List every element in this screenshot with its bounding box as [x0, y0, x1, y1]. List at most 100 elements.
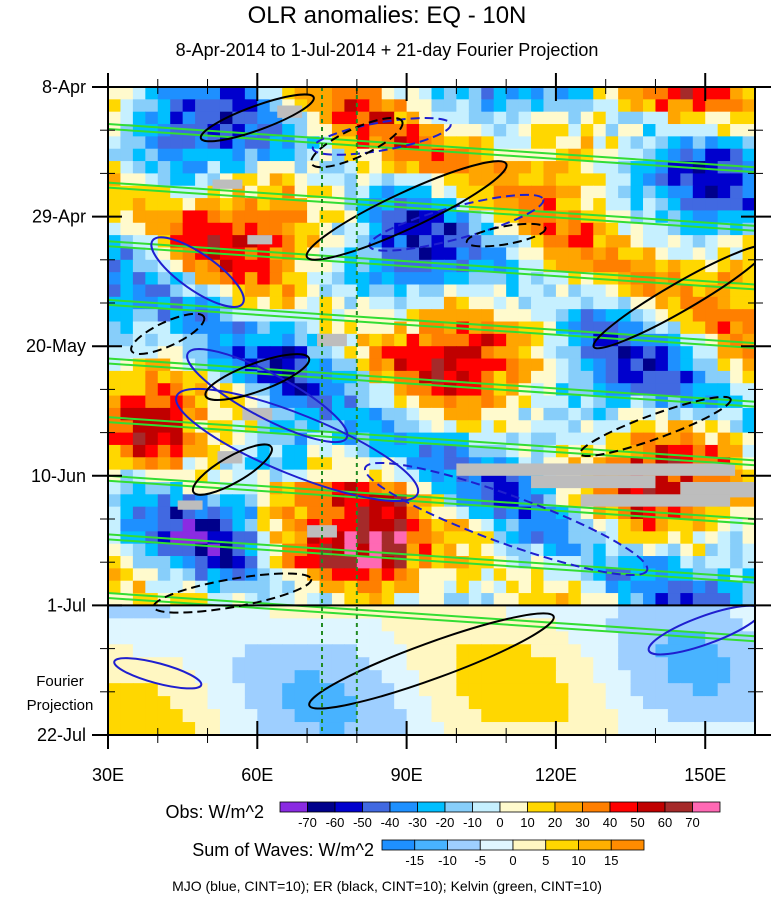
obs-cell [195, 481, 209, 495]
obs-cell [120, 333, 134, 347]
obs-cell [593, 556, 607, 569]
projection-cell [419, 696, 433, 710]
obs-cell [618, 519, 632, 532]
obs-cell [667, 148, 681, 162]
obs-cell [518, 568, 532, 582]
obs-cell [655, 148, 669, 162]
obs-cell [257, 272, 271, 286]
obs-cell [294, 444, 308, 458]
obs-cell [319, 185, 333, 199]
projection-cell [468, 683, 482, 697]
obs-cell [307, 580, 321, 594]
obs-cell [170, 87, 184, 100]
obs-cell [170, 259, 184, 273]
obs-cell [182, 111, 196, 125]
obs-cell [531, 111, 545, 125]
obs-cell [518, 185, 532, 199]
obs-cell [232, 346, 246, 360]
obs-cell [331, 296, 345, 310]
obs-cell [419, 395, 433, 409]
obs-cell [120, 321, 134, 335]
projection-cell [705, 709, 719, 723]
obs-cell [406, 346, 420, 360]
projection-cell [692, 696, 706, 710]
obs-cell [543, 259, 557, 273]
obs-cell [555, 346, 569, 360]
colorbar-label: 30 [575, 815, 589, 830]
obs-cell [593, 346, 607, 360]
obs-cell [655, 346, 669, 360]
obs-cell [419, 309, 433, 323]
obs-cell [419, 580, 433, 594]
obs-cell [307, 284, 321, 298]
obs-cell [456, 580, 470, 594]
obs-cell [680, 222, 694, 236]
obs-cell [195, 259, 209, 273]
obs-cell [568, 395, 582, 409]
obs-cell [605, 247, 619, 261]
projection-cell [394, 709, 408, 723]
obs-cell [331, 284, 345, 298]
colorbar-label: 0 [509, 853, 516, 868]
obs-cell [730, 296, 744, 310]
obs-cell [381, 296, 395, 310]
obs-cell [593, 148, 607, 162]
obs-cell [145, 222, 159, 236]
projection-cell [630, 670, 644, 684]
obs-cell [692, 420, 706, 434]
obs-cell [531, 580, 545, 594]
obs-cell [207, 469, 221, 483]
obs-cell [531, 198, 545, 212]
obs-cell [331, 383, 345, 397]
obs-cell [120, 432, 134, 446]
projection-cell [630, 644, 644, 658]
projection-cell [307, 683, 321, 697]
projection-cell [481, 657, 495, 671]
obs-cell [555, 407, 569, 421]
projection-cell [219, 670, 234, 684]
obs-cell [120, 506, 134, 520]
obs-cell [506, 173, 520, 187]
obs-cell [630, 580, 644, 594]
obs-cell [219, 506, 234, 520]
projection-cell [294, 644, 308, 658]
projected-olr-field [108, 605, 755, 735]
obs-cell [132, 99, 146, 113]
obs-cell [568, 210, 582, 224]
obs-cell [419, 296, 433, 310]
obs-cell [257, 469, 271, 483]
projection-cell [294, 683, 308, 697]
obs-cell [269, 296, 283, 310]
obs-cell [456, 395, 470, 409]
obs-cell [120, 444, 134, 458]
obs-cell [132, 395, 146, 409]
projection-cell [481, 644, 495, 658]
obs-cell [182, 296, 196, 310]
obs-cell [369, 383, 383, 397]
obs-cell [419, 420, 433, 434]
wave-contours [108, 93, 755, 710]
obs-cell [132, 580, 146, 594]
obs-cell [506, 531, 520, 545]
obs-cell [108, 531, 122, 545]
projection-cell [506, 605, 520, 619]
obs-cell [182, 284, 196, 298]
obs-cell [381, 469, 395, 483]
colorbar-swatch [389, 801, 418, 813]
projection-cell [543, 709, 557, 723]
obs-cell [692, 210, 706, 224]
kelvin-contour [108, 298, 755, 350]
obs-cell [692, 321, 706, 335]
obs-cell [431, 87, 445, 100]
obs-cell [605, 346, 619, 360]
obs-cell [468, 124, 482, 137]
projection-cell [593, 605, 607, 619]
projection-cell [219, 683, 234, 697]
obs-cell [493, 136, 507, 150]
projection-cell [132, 696, 146, 710]
projection-cell [269, 618, 283, 632]
obs-cell [717, 556, 731, 569]
projection-cell [381, 631, 395, 645]
projection-cell [593, 709, 607, 723]
obs-cell [394, 469, 408, 483]
